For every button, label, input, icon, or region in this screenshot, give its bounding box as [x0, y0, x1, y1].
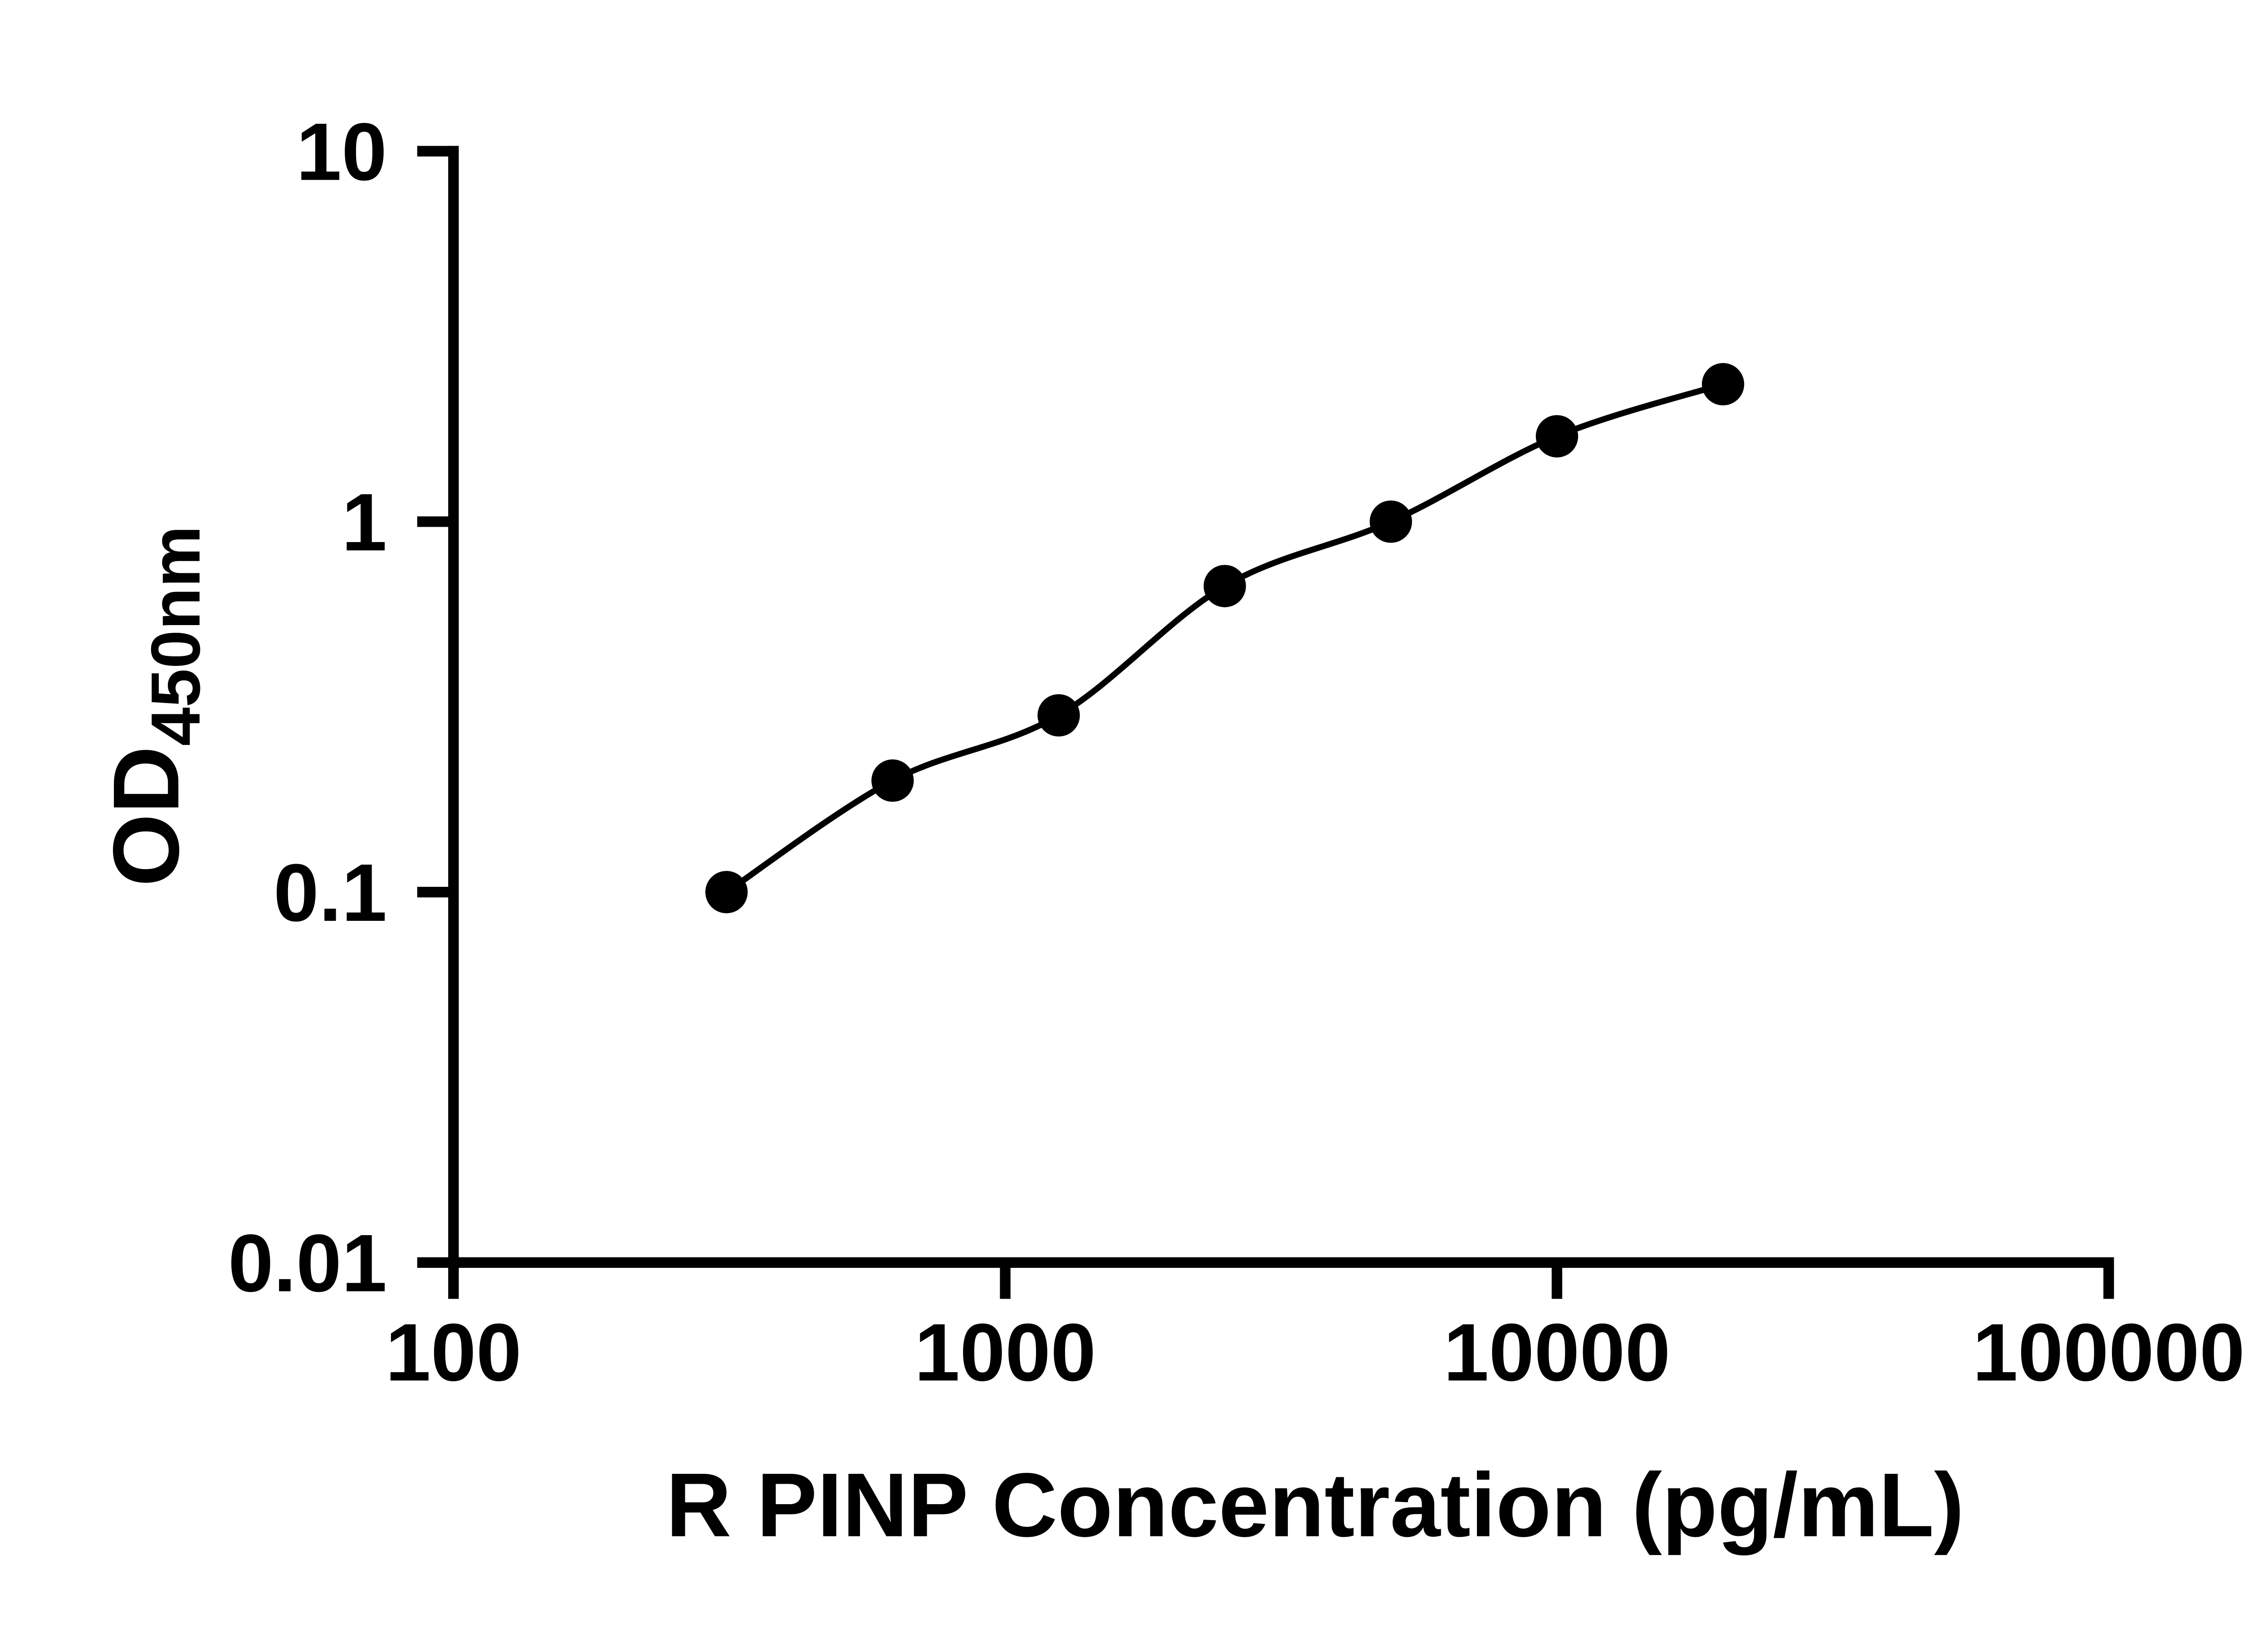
data-point [705, 871, 748, 914]
data-point [871, 759, 914, 802]
data-point [1701, 363, 1745, 406]
x-tick-label: 10000 [1443, 1307, 1670, 1398]
x-tick-label: 1000 [914, 1307, 1096, 1398]
data-point [1037, 694, 1080, 737]
axes: 100 1000 10000 100000 0.01 0.1 1 10 [228, 107, 2245, 1398]
fit-curve [724, 381, 1724, 895]
y-tick-label: 10 [296, 107, 387, 198]
y-axis-title: OD450nm [93, 526, 215, 887]
x-axis-title: R PINP Concentration (pg/mL) [666, 1455, 1964, 1556]
y-axis-title-main: OD [93, 746, 198, 887]
data-point [1535, 415, 1579, 458]
data-series [705, 363, 1745, 914]
x-tick-label: 100 [386, 1307, 522, 1398]
data-point [1369, 500, 1412, 543]
y-tick-label: 1 [342, 477, 387, 568]
y-tick-label: 0.1 [274, 847, 387, 939]
x-tick-label: 100000 [1973, 1307, 2245, 1398]
y-tick-label: 0.01 [228, 1218, 387, 1309]
data-point [1203, 565, 1246, 607]
y-axis-title-subscript: 450nm [137, 526, 215, 746]
